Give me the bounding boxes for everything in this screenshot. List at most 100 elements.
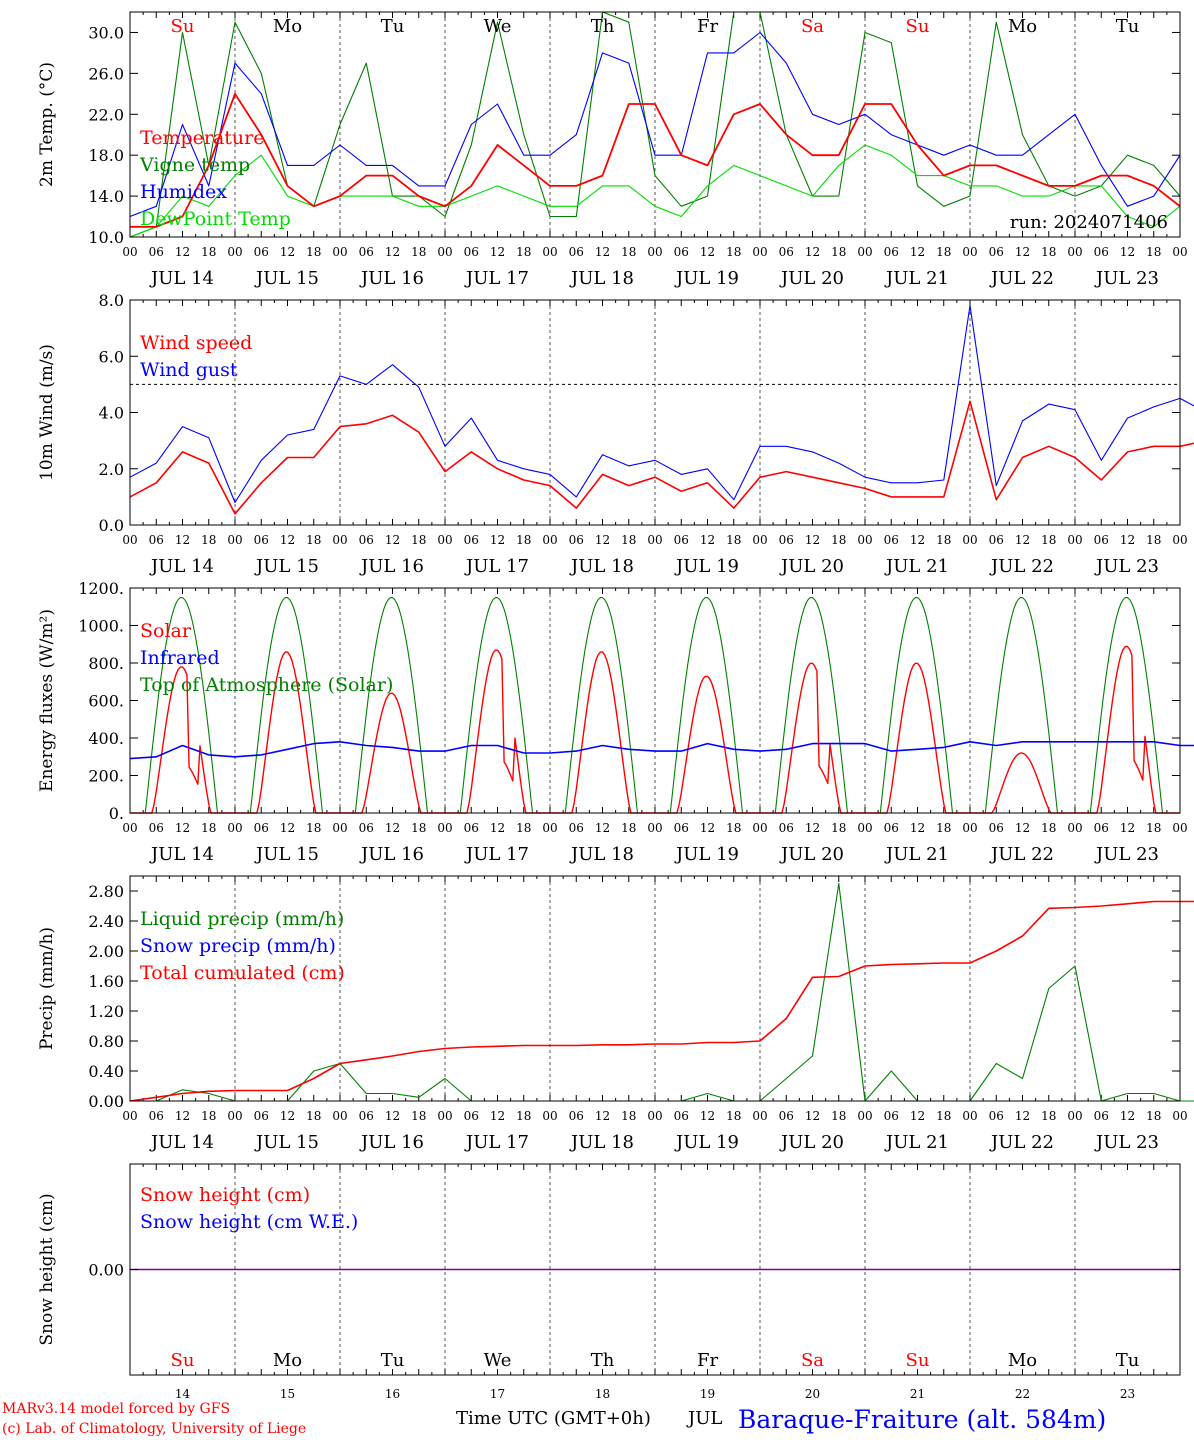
energy-panel: 0. 200. 400. 600. 800. 1000. 1200. Energy fluxe… [37,579,1194,865]
hour-tick-label: 06 [779,821,794,835]
hour-tick-label: 00 [122,1109,137,1123]
hour-tick-label: 00 [437,245,452,259]
date-tick-label: JUL 14 [149,1132,214,1153]
hour-tick-label: 00 [647,245,662,259]
hour-tick-label: 06 [149,245,164,259]
date-tick-label: JUL 23 [1094,844,1159,865]
hour-tick-label: 00 [752,1109,767,1123]
day-number-label: 18 [595,1387,610,1401]
date-tick-label: JUL 19 [674,556,739,577]
date-tick-label: JUL 20 [779,844,844,865]
weekday-label: Su [906,16,930,37]
hour-tick-label: 06 [1094,533,1109,547]
date-tick-label: JUL 17 [464,1132,529,1153]
hour-tick-label: 18 [1146,533,1161,547]
day-number-label: 20 [805,1387,820,1401]
weekday-label: Mo [273,1350,302,1371]
weekday-label: Th [591,16,615,37]
precip-panel: 0.00 0.40 0.80 1.20 1.60 2.00 2.40 2.80 Precip (… [37,875,1194,1153]
date-tick-label: JUL 21 [884,1132,949,1153]
hour-tick-label: 18 [936,821,951,835]
date-tick-label: JUL 18 [569,556,634,577]
hour-tick-label: 06 [1094,1109,1109,1123]
hour-tick-label: 18 [1146,821,1161,835]
y-tick-label: 0.00 [88,1261,124,1280]
weekday-label: Sa [801,16,824,37]
hour-tick-label: 06 [464,1109,479,1123]
hour-tick-label: 18 [516,533,531,547]
hour-tick-label: 06 [674,245,689,259]
date-tick-label: JUL 22 [989,844,1054,865]
hour-tick-label: 06 [884,821,899,835]
legend-entry: Solar [140,620,192,642]
hour-tick-label: 06 [149,1109,164,1123]
hour-tick-label: 12 [385,1109,400,1123]
hour-tick-label: 18 [726,245,741,259]
y-tick-label: 10.0 [88,228,124,247]
hour-tick-label: 12 [700,1109,715,1123]
hour-tick-label: 00 [437,533,452,547]
y-tick-label: 1.20 [88,1002,124,1021]
hour-tick-label: 18 [936,1109,951,1123]
hour-tick-label: 06 [359,821,374,835]
hour-tick-label: 18 [1041,1109,1056,1123]
legend-entry: Wind gust [140,359,238,381]
date-tick-label: JUL 20 [779,1132,844,1153]
series-line-2 [130,31,1180,218]
hour-tick-label: 12 [910,821,925,835]
hour-tick-label: 12 [1120,245,1135,259]
hour-tick-label: 06 [569,1109,584,1123]
hour-tick-label: 12 [175,821,190,835]
weekday-label: Sa [801,1350,824,1371]
y-tick-label: 0.80 [88,1032,124,1051]
hour-tick-label: 00 [122,245,137,259]
hour-tick-label: 12 [490,1109,505,1123]
y-tick-label: 600. [88,692,124,711]
legend-entry: Liquid precip (mm/h) [140,908,344,930]
hour-tick-label: 00 [752,821,767,835]
hour-tick-label: 00 [332,245,347,259]
hour-tick-label: 06 [359,533,374,547]
hour-tick-label: 00 [647,533,662,547]
hour-tick-label: 00 [437,821,452,835]
hour-tick-label: 06 [359,245,374,259]
weekday-label: Su [171,16,195,37]
hour-tick-label: 00 [857,821,872,835]
month-label: JUL [686,1408,722,1429]
hour-tick-label: 00 [227,821,242,835]
hour-tick-label: 12 [490,245,505,259]
hour-tick-label: 18 [621,245,636,259]
weekday-label: Tu [1116,16,1140,37]
hour-tick-label: 06 [884,245,899,259]
hour-tick-label: 18 [726,821,741,835]
hour-tick-label: 18 [411,533,426,547]
hour-tick-label: 00 [962,533,977,547]
hour-tick-label: 12 [805,821,820,835]
legend-entry: Humidex [140,181,227,203]
y-tick-label: 2.0 [99,460,124,479]
hour-tick-label: 18 [831,821,846,835]
y-tick-label: 1.60 [88,972,124,991]
day-number-label: 22 [1015,1387,1030,1401]
weekday-label: Su [906,1350,930,1371]
date-tick-label: JUL 15 [254,844,319,865]
hour-tick-label: 18 [621,821,636,835]
hour-tick-label: 00 [752,533,767,547]
hour-tick-label: 12 [700,821,715,835]
hour-tick-label: 00 [857,533,872,547]
weekday-label: Mo [1008,16,1037,37]
legend-entry: Snow height (cm W.E.) [140,1211,358,1233]
hour-tick-label: 00 [1172,1109,1187,1123]
hour-tick-label: 06 [674,533,689,547]
y-tick-label: 6.0 [99,347,124,366]
hour-tick-label: 00 [647,821,662,835]
hour-tick-label: 06 [569,533,584,547]
hour-tick-label: 00 [437,1109,452,1123]
hour-tick-label: 18 [516,1109,531,1123]
hour-tick-label: 06 [464,821,479,835]
wind-speed-line [129,400,1194,515]
hour-tick-label: 06 [884,1109,899,1123]
y-tick-label: 2.40 [88,912,124,931]
hour-tick-label: 12 [910,245,925,259]
